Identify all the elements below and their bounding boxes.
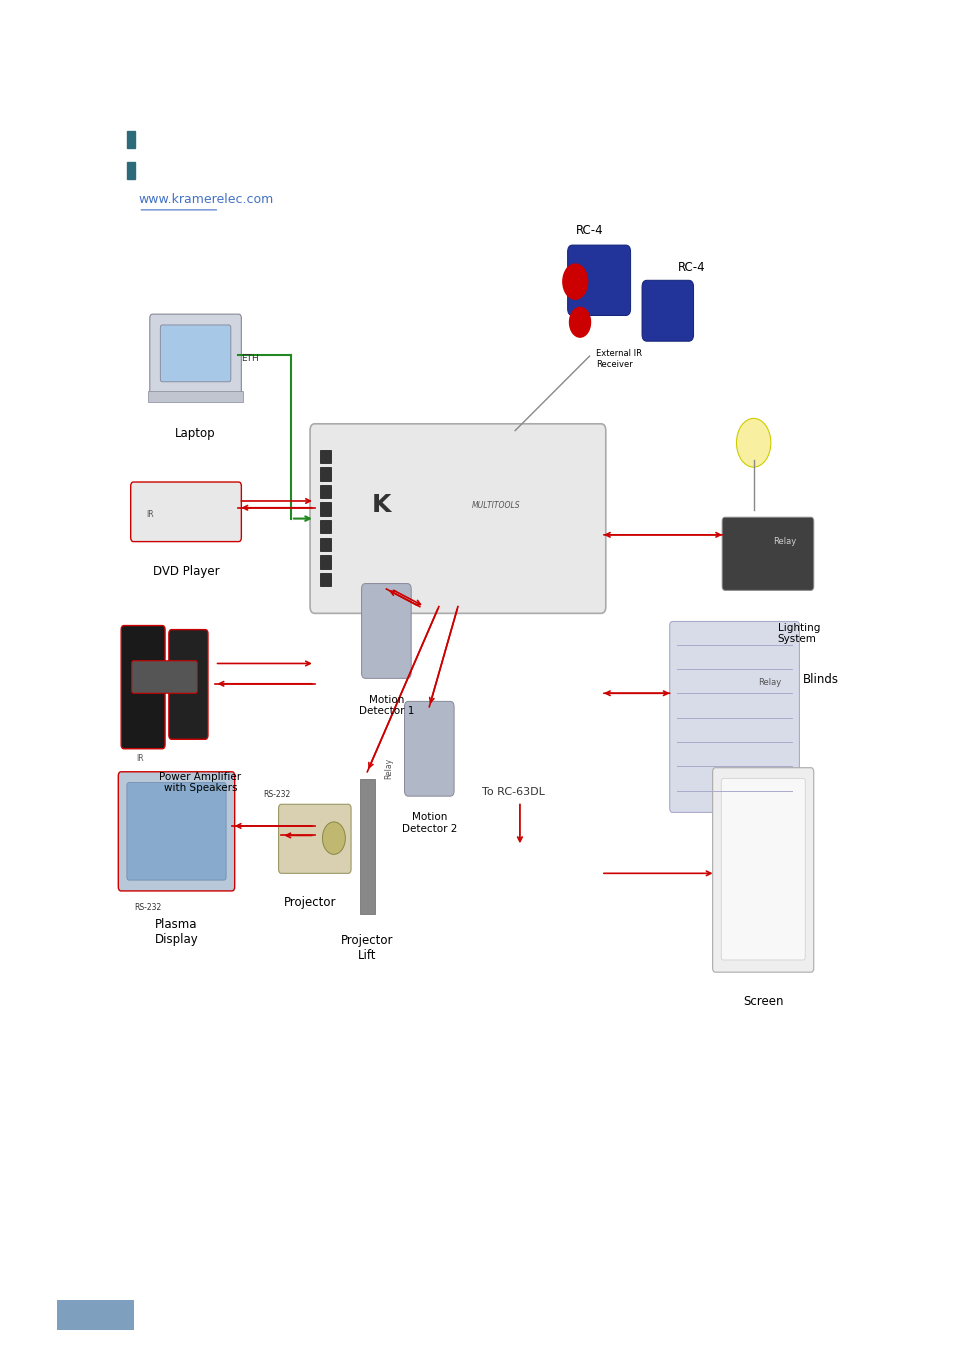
Text: Projector
Lift: Projector Lift [340, 934, 394, 963]
Bar [319, 485, 331, 498]
Bar [319, 467, 331, 481]
Text: Plasma
Display: Plasma Display [154, 918, 198, 946]
FancyBboxPatch shape [310, 424, 605, 613]
Bar [359, 779, 375, 914]
Bar [57, 1300, 133, 1330]
Bar [319, 573, 331, 586]
Bar [127, 162, 134, 179]
FancyBboxPatch shape [669, 621, 799, 812]
Text: IR: IR [146, 510, 153, 519]
FancyBboxPatch shape [641, 280, 693, 341]
Text: Relay: Relay [758, 678, 781, 686]
FancyBboxPatch shape [169, 630, 208, 739]
FancyBboxPatch shape [567, 245, 630, 315]
Text: RS-232: RS-232 [134, 903, 161, 911]
FancyBboxPatch shape [132, 661, 197, 693]
Text: Motion
Detector 2: Motion Detector 2 [401, 812, 456, 834]
Text: DVD Player: DVD Player [152, 565, 219, 578]
Bar [319, 520, 331, 533]
Text: ETH: ETH [241, 355, 259, 363]
Text: MULTITOOLS: MULTITOOLS [472, 501, 519, 509]
Text: Relay: Relay [772, 538, 795, 546]
Bar [319, 502, 331, 516]
Bar [319, 555, 331, 569]
FancyBboxPatch shape [712, 768, 813, 972]
Bar [127, 131, 134, 148]
FancyBboxPatch shape [160, 325, 231, 382]
Circle shape [562, 264, 587, 299]
FancyBboxPatch shape [721, 517, 813, 590]
Text: Power Amplifier
with Speakers: Power Amplifier with Speakers [159, 772, 241, 793]
FancyBboxPatch shape [131, 482, 241, 542]
Text: Motion
Detector 1: Motion Detector 1 [358, 695, 414, 716]
Circle shape [569, 307, 590, 337]
Circle shape [736, 418, 770, 467]
FancyBboxPatch shape [404, 701, 454, 796]
Text: RS-232: RS-232 [263, 791, 290, 799]
Bar [319, 538, 331, 551]
Text: IR: IR [136, 754, 144, 762]
FancyBboxPatch shape [150, 314, 241, 397]
Bar [319, 450, 331, 463]
Circle shape [322, 822, 345, 854]
FancyBboxPatch shape [278, 804, 351, 873]
Text: RC-4: RC-4 [678, 260, 704, 274]
FancyBboxPatch shape [361, 584, 411, 678]
FancyBboxPatch shape [121, 626, 165, 749]
Text: K: K [372, 493, 391, 517]
Bar [148, 391, 243, 402]
Text: To RC-63DL: To RC-63DL [481, 787, 544, 798]
Text: www.kramerelec.com: www.kramerelec.com [138, 192, 274, 206]
FancyBboxPatch shape [127, 783, 226, 880]
Text: External IR
Receiver: External IR Receiver [596, 349, 641, 368]
Text: Relay: Relay [383, 757, 393, 779]
Text: Laptop: Laptop [175, 427, 215, 440]
Text: Blinds: Blinds [802, 673, 839, 686]
FancyBboxPatch shape [118, 772, 234, 891]
Text: Lighting
System: Lighting System [777, 623, 819, 645]
FancyBboxPatch shape [720, 779, 804, 960]
Text: Screen: Screen [742, 995, 782, 1009]
Text: Projector: Projector [283, 896, 336, 910]
Text: RC-4: RC-4 [576, 223, 602, 237]
